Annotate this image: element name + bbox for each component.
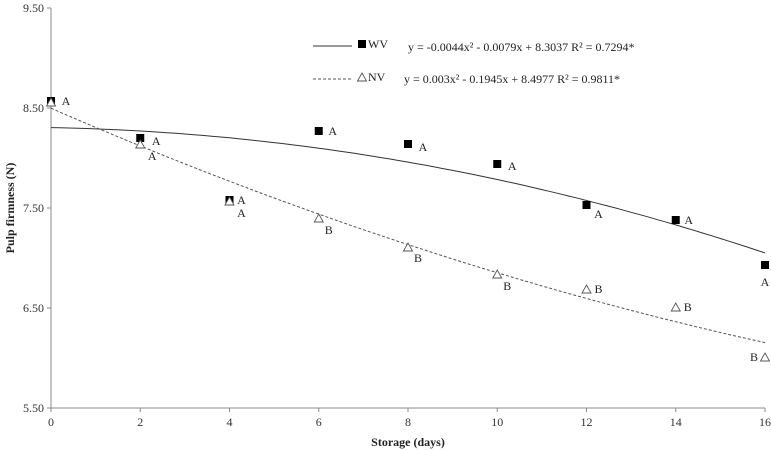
nv-data-point (581, 284, 592, 294)
x-tick-label: 8 (405, 415, 411, 429)
x-tick-label: 6 (316, 415, 322, 429)
y-tick-label: 8.50 (23, 101, 44, 115)
wv-data-point (404, 140, 412, 148)
legend-wv-equation: y = -0.0044x² - 0.0079x + 8.3037 R² = 0.… (408, 40, 635, 54)
x-tick-label: 4 (227, 415, 233, 429)
y-tick-label: 7.50 (23, 201, 44, 215)
y-tick-label: 5.50 (23, 401, 44, 415)
nv-data-point (224, 196, 235, 206)
nv-significance-label: B (503, 279, 511, 293)
legend-wv-marker (358, 40, 366, 48)
nv-data-point (313, 213, 325, 223)
wv-significance-label: A (761, 275, 770, 289)
nv-significance-label: A (237, 206, 246, 220)
y-tick-label: 6.50 (23, 301, 44, 315)
nv-data-point (670, 302, 682, 312)
nv-significance-label: B (414, 251, 422, 265)
nv-significance-label: B (750, 350, 758, 364)
wv-significance-label: A (508, 159, 517, 173)
nv-significance-label: A (148, 149, 157, 163)
x-tick-label: 2 (137, 415, 143, 429)
legend-wv-label: WV (368, 37, 388, 51)
y-axis-title: Pulp firmness (N) (3, 163, 17, 254)
wv-significance-label: A (152, 134, 161, 148)
wv-data-point (314, 127, 323, 135)
x-tick-label: 10 (491, 415, 503, 429)
x-axis-title: Storage (days) (371, 435, 445, 449)
wv-significance-label: A (684, 213, 693, 227)
wv-significance-label: A (419, 140, 428, 154)
legend-nv-label: NV (368, 70, 386, 84)
wv-significance-label: A (62, 94, 71, 108)
wv-trend-line (50, 127, 766, 254)
nv-data-point (759, 352, 771, 362)
nv-significance-label: B (684, 300, 692, 314)
x-tick-label: 14 (670, 415, 682, 429)
legend-nv-marker (356, 72, 368, 82)
wv-data-point (582, 201, 591, 209)
wv-significance-label: A (594, 207, 603, 221)
legend-nv-equation: y = 0.003x² - 0.1945x + 8.4977 R² = 0.98… (404, 72, 620, 86)
nv-data-point (491, 269, 503, 279)
wv-significance-label: A (328, 124, 337, 138)
wv-data-point (136, 134, 145, 142)
wv-data-point (493, 160, 502, 168)
wv-data-point (671, 216, 680, 224)
nv-significance-label: B (594, 282, 602, 296)
nv-significance-label: B (325, 223, 333, 237)
nv-data-point (45, 97, 57, 107)
wv-data-point (761, 261, 769, 269)
nv-data-point (402, 242, 414, 252)
x-tick-label: 12 (581, 415, 593, 429)
x-tick-label: 16 (759, 415, 771, 429)
nv-data-point (134, 139, 146, 149)
x-tick-label: 0 (48, 415, 54, 429)
y-tick-label: 9.50 (23, 1, 44, 15)
wv-significance-label: A (237, 193, 246, 207)
